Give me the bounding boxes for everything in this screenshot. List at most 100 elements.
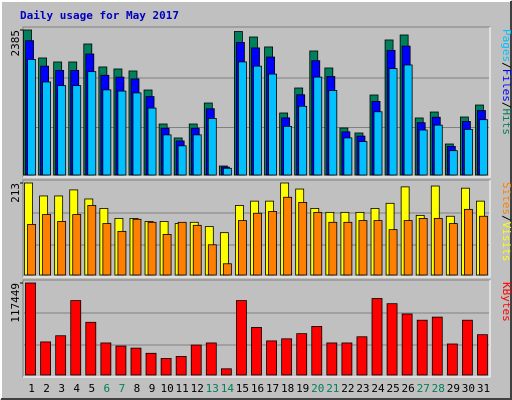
- bar: [251, 327, 262, 376]
- x-tick-label: 6: [104, 382, 111, 395]
- bar: [145, 352, 157, 376]
- bar: [253, 65, 262, 176]
- bar: [57, 85, 67, 176]
- x-tick-label: 8: [134, 382, 141, 395]
- x-tick-label: 12: [191, 382, 204, 395]
- x-tick-label: 21: [326, 382, 339, 395]
- x-tick-label: 10: [160, 382, 173, 395]
- bar: [341, 342, 353, 376]
- bar: [448, 223, 458, 276]
- bar: [268, 211, 277, 276]
- bar: [87, 71, 97, 176]
- x-tick-label: 26: [402, 382, 415, 395]
- x-tick-label: 19: [296, 382, 309, 395]
- bar: [177, 145, 187, 176]
- bar: [160, 358, 172, 376]
- bar: [356, 336, 368, 376]
- panel-bevel: [23, 27, 491, 178]
- bar: [162, 134, 172, 176]
- bar: [416, 319, 428, 376]
- bar: [401, 313, 413, 376]
- bar: [464, 208, 473, 276]
- y-tick-label: 117449: [9, 283, 22, 323]
- legend-entry: Files: [500, 69, 512, 102]
- bar: [313, 76, 323, 176]
- x-tick-label: 29: [447, 382, 460, 395]
- bar: [431, 316, 443, 376]
- bar: [25, 282, 36, 376]
- bar: [70, 300, 82, 376]
- bar: [386, 303, 398, 376]
- legend-entry: Sites: [500, 182, 512, 215]
- panel-bevel: [23, 180, 491, 278]
- legend-entry: Hits: [500, 109, 512, 136]
- x-tick-label: 31: [477, 382, 490, 395]
- bar: [236, 300, 247, 376]
- bar: [433, 124, 443, 176]
- bar: [479, 119, 488, 176]
- x-tick-label: 5: [88, 382, 95, 395]
- x-tick-label: 7: [119, 382, 126, 395]
- bar: [207, 118, 217, 176]
- bar: [268, 73, 277, 176]
- bar: [220, 368, 232, 376]
- bar: [115, 345, 127, 376]
- bar: [72, 85, 82, 176]
- bar: [388, 229, 398, 276]
- panel-bevel: [23, 280, 491, 378]
- bar: [358, 141, 368, 176]
- bar: [281, 338, 293, 376]
- bar: [418, 218, 428, 276]
- y-tick-label: 2385: [9, 30, 22, 57]
- bar: [40, 341, 51, 376]
- bar: [283, 125, 293, 176]
- bar: [479, 215, 488, 276]
- bar: [192, 224, 202, 276]
- bar: [418, 129, 428, 176]
- x-tick-label: 20: [311, 382, 324, 395]
- bar: [238, 220, 247, 276]
- bar: [298, 105, 308, 176]
- x-tick-label: 1: [28, 382, 35, 395]
- x-tick-label: 22: [341, 382, 354, 395]
- bar: [222, 167, 232, 176]
- bar: [72, 214, 82, 276]
- legend: KBytes: [500, 282, 512, 322]
- x-tick-label: 2: [43, 382, 50, 395]
- bar: [373, 111, 383, 176]
- bar: [298, 202, 308, 276]
- bar: [358, 220, 368, 276]
- legend-separator: /: [500, 62, 512, 69]
- bar: [132, 218, 142, 276]
- bar: [27, 224, 36, 276]
- x-tick-label: 3: [58, 382, 65, 395]
- legend-entry: KBytes: [500, 282, 512, 322]
- legend-entry: Pages: [500, 29, 512, 62]
- x-tick-label: 4: [73, 382, 80, 395]
- bar: [55, 335, 67, 376]
- bar: [464, 129, 473, 176]
- legend-separator: /: [500, 102, 512, 109]
- x-tick-label: 28: [432, 382, 445, 395]
- bar: [85, 321, 97, 376]
- x-tick-label: 24: [371, 382, 385, 395]
- x-tick-label: 16: [251, 382, 264, 395]
- bar: [117, 230, 127, 276]
- legend-separator: /: [500, 215, 512, 222]
- bar: [343, 137, 353, 176]
- bar: [205, 342, 217, 376]
- bar: [328, 90, 338, 176]
- bar: [87, 205, 97, 276]
- x-tick-label: 23: [356, 382, 369, 395]
- bar: [296, 333, 308, 376]
- y-tick-label: 213: [9, 183, 22, 203]
- bar: [100, 342, 112, 376]
- bar: [448, 150, 458, 176]
- bar: [207, 244, 217, 276]
- bar: [446, 343, 458, 376]
- bar: [266, 340, 277, 376]
- bar: [132, 92, 142, 176]
- bar: [403, 220, 413, 276]
- bar: [102, 89, 112, 176]
